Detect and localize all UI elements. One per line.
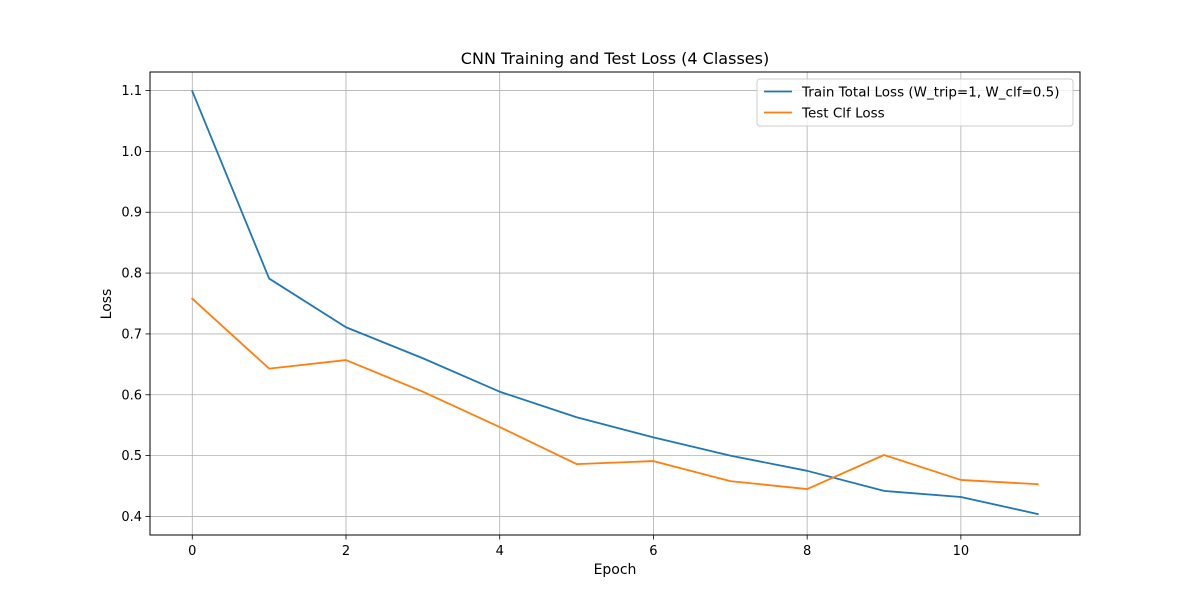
y-axis-label: Loss: [99, 289, 115, 320]
y-tick-label: 0.6: [121, 388, 142, 403]
x-tick-label: 2: [342, 544, 350, 559]
y-tick-label: 0.4: [121, 510, 142, 525]
legend-box: [756, 78, 1074, 127]
x-tick-label: 10: [953, 544, 970, 559]
legend-label: Test Clf Loss: [801, 106, 885, 122]
plot-frame: [149, 71, 1081, 536]
y-tick-label: 0.9: [121, 206, 142, 221]
axis-ticks: 0 2 4 6 8 10 0.4 0.5 0.6 0.7 0.8 0.9 1.0 1.1: [121, 84, 969, 559]
y-tick-label: 0.8: [121, 267, 142, 282]
chart-title: CNN Training and Test Loss (4 Classes): [461, 49, 769, 68]
y-tick-label: 1.0: [121, 145, 142, 160]
y-tick-label: 0.7: [121, 327, 142, 342]
x-tick-label: 0: [188, 544, 196, 559]
x-tick-label: 8: [803, 544, 811, 559]
grid: [150, 72, 1080, 535]
x-tick-label: 6: [649, 544, 657, 559]
legend: Train Total Loss (W_trip=1, W_clf=0.5) Te…: [756, 78, 1074, 127]
x-tick-label: 4: [496, 544, 504, 559]
y-tick-label: 1.1: [121, 84, 142, 99]
legend-label: Train Total Loss (W_trip=1, W_clf=0.5): [801, 85, 1060, 101]
x-axis-label: Epoch: [594, 562, 637, 578]
series-line-train-total-loss: [191, 89, 1039, 516]
y-tick-label: 0.5: [121, 449, 142, 464]
series-line-test-clf-loss: [190, 297, 1039, 490]
series-lines: [190, 89, 1039, 516]
